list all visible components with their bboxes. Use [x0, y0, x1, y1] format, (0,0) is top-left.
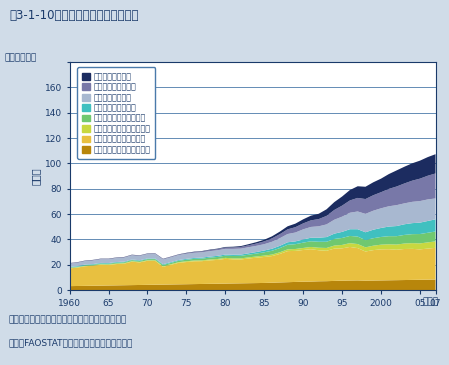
Text: （年）: （年） [423, 297, 439, 307]
Text: 図3-1-10　世界の漁業生産量の推移: 図3-1-10 世界の漁業生産量の推移 [9, 9, 138, 22]
Text: 資料：FAOSTATデータベースより環境省作成: 資料：FAOSTATデータベースより環境省作成 [9, 339, 133, 348]
Legend: 海面養殖（中国）, 内水面養殖（中国）, 海面漁業（中国）, 内水面漁業（中国）, 海面養殖（中国を除く）, 内水面養殖（中国を除く）, 海面漁業（中国を除く）: 海面養殖（中国）, 内水面養殖（中国）, 海面漁業（中国）, 内水面漁業（中国）… [77, 67, 155, 159]
Y-axis label: 生産量: 生産量 [31, 167, 40, 185]
Text: 注：水産植物、水産哺乳類、雑多な水産物を除く: 注：水産植物、水産哺乳類、雑多な水産物を除く [9, 316, 127, 325]
Text: （百万トン）: （百万トン） [4, 53, 37, 62]
